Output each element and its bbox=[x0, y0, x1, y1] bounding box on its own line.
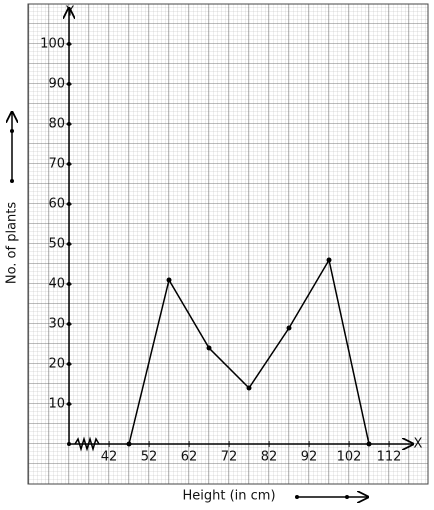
x-tick-label: 42 bbox=[101, 450, 118, 465]
data-point bbox=[246, 385, 252, 391]
y-tick-label: 50 bbox=[48, 237, 65, 252]
y-tick-dot bbox=[67, 322, 71, 326]
y-tick-label: 90 bbox=[48, 77, 65, 92]
y-axis-title: No. of plants bbox=[5, 202, 20, 285]
y-tick-label: 100 bbox=[40, 37, 65, 52]
y-tick-label: 30 bbox=[48, 317, 65, 332]
y-tick-label: 40 bbox=[48, 277, 65, 292]
y-tick-dot bbox=[67, 362, 71, 366]
x-tick-label: 112 bbox=[377, 450, 402, 465]
y-tick-dot bbox=[67, 282, 71, 286]
y-tick-dot bbox=[67, 402, 71, 406]
y-tick-label: 80 bbox=[48, 117, 65, 132]
x-tick-label: 52 bbox=[141, 450, 158, 465]
arrow-dot bbox=[10, 129, 14, 133]
x-tick-label: 62 bbox=[181, 450, 198, 465]
y-tick-dot bbox=[67, 82, 71, 86]
x-tick-label: 102 bbox=[337, 450, 362, 465]
x-tick-label: 72 bbox=[221, 450, 238, 465]
x-tick-label: 92 bbox=[301, 450, 318, 465]
y-tick-label: 60 bbox=[48, 197, 65, 212]
x-axis-name: X bbox=[414, 437, 423, 452]
x-axis-title: Height (in cm) bbox=[182, 489, 275, 504]
data-point bbox=[286, 325, 292, 331]
data-point bbox=[366, 441, 372, 447]
axis-break bbox=[74, 436, 100, 452]
y-tick-dot bbox=[67, 202, 71, 206]
x-tick-label: 82 bbox=[261, 450, 278, 465]
y-tick-dot bbox=[67, 122, 71, 126]
y-tick-dot bbox=[67, 42, 71, 46]
arrow-dot bbox=[295, 495, 299, 499]
y-tick-label: 20 bbox=[48, 357, 65, 372]
data-point bbox=[166, 277, 172, 283]
origin-dot bbox=[67, 442, 71, 446]
y-tick-dot bbox=[67, 162, 71, 166]
y-tick-label: 10 bbox=[48, 397, 65, 412]
data-point bbox=[326, 257, 332, 263]
graph-paper bbox=[27, 3, 429, 485]
data-point bbox=[206, 345, 212, 351]
arrow-dot bbox=[10, 179, 14, 183]
arrow-dot bbox=[345, 495, 349, 499]
y-tick-label: 70 bbox=[48, 157, 65, 172]
data-point bbox=[126, 441, 132, 447]
y-tick-dot bbox=[67, 242, 71, 246]
